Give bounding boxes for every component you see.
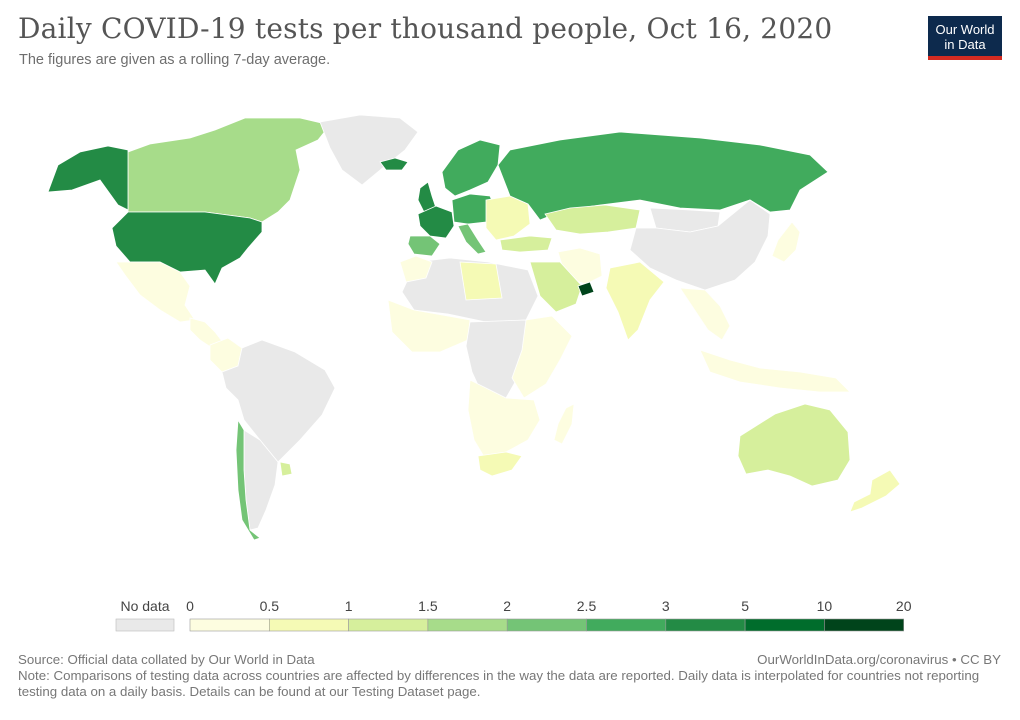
legend-bin-3 xyxy=(427,618,508,632)
country-morocco[interactable] xyxy=(399,255,433,283)
source-text: Source: Official data collated by Our Wo… xyxy=(18,652,315,667)
country-southern-africa[interactable] xyxy=(467,379,541,461)
credit-link[interactable]: OurWorldInData.org/coronavirus • CC BY xyxy=(757,652,1001,667)
legend-no-data-swatch xyxy=(115,618,175,632)
country-alaska[interactable] xyxy=(47,145,129,211)
legend-tick-label: 2 xyxy=(503,598,511,614)
legend-bin-5 xyxy=(586,618,667,632)
country-united-arab-emirates[interactable] xyxy=(577,281,595,297)
legend-tick-label: 3 xyxy=(662,598,670,614)
country-south-africa[interactable] xyxy=(477,451,523,477)
country-spain[interactable] xyxy=(407,235,441,257)
logo-line-1: Our World xyxy=(935,22,995,37)
legend-tick-label: 0.5 xyxy=(260,598,280,614)
world-map[interactable] xyxy=(0,0,1020,600)
legend-bin-6 xyxy=(665,618,746,632)
country-scandinavia[interactable] xyxy=(441,139,501,197)
legend-tick-label: 2.5 xyxy=(577,598,597,614)
legend-tick-label: 20 xyxy=(896,598,912,614)
legend-bin-8 xyxy=(824,618,905,632)
country-france[interactable] xyxy=(417,205,455,239)
country-madagascar[interactable] xyxy=(553,403,575,445)
country-india[interactable] xyxy=(605,261,665,341)
country-south-america[interactable] xyxy=(221,339,336,463)
legend-tick-label: 0 xyxy=(186,598,194,614)
country-china[interactable] xyxy=(629,199,771,291)
legend-bin-7 xyxy=(744,618,825,632)
legend-bin-0 xyxy=(189,618,270,632)
country-united-states[interactable] xyxy=(111,211,263,285)
color-legend: No data 0 0.5 1 1.5 2 2.5 3 5 10 20 xyxy=(115,598,912,632)
legend-bin-4 xyxy=(506,618,587,632)
country-saudi-arabia[interactable] xyxy=(529,261,583,313)
country-new-zealand[interactable] xyxy=(849,469,901,513)
country-japan[interactable] xyxy=(771,221,801,263)
country-chile[interactable] xyxy=(235,418,261,541)
owid-logo[interactable]: Our World in Data xyxy=(928,16,1002,60)
legend-tick-label: 1 xyxy=(345,598,353,614)
country-mexico[interactable] xyxy=(115,261,196,323)
legend-no-data-label: No data xyxy=(120,598,169,614)
note-text: Note: Comparisons of testing data across… xyxy=(18,668,980,699)
legend-bin-1 xyxy=(268,618,349,632)
country-libya[interactable] xyxy=(459,261,503,301)
legend-tick-label: 1.5 xyxy=(418,598,438,614)
country-italy[interactable] xyxy=(457,223,487,255)
logo-line-2: in Data xyxy=(944,37,986,52)
country-iceland[interactable] xyxy=(379,157,409,171)
chart-subtitle: The figures are given as a rolling 7-day… xyxy=(19,52,331,68)
country-uruguay[interactable] xyxy=(279,461,293,477)
country-southeast-asia[interactable] xyxy=(679,287,731,341)
chart-title: Daily COVID-19 tests per thousand people… xyxy=(18,12,833,45)
legend-bin-2 xyxy=(348,618,429,632)
legend-tick-label: 10 xyxy=(817,598,833,614)
country-indonesia[interactable] xyxy=(699,349,851,393)
country-turkey[interactable] xyxy=(499,235,553,253)
country-australia[interactable] xyxy=(737,403,851,487)
country-east-africa[interactable] xyxy=(511,315,573,399)
legend-tick-label: 5 xyxy=(741,598,749,614)
